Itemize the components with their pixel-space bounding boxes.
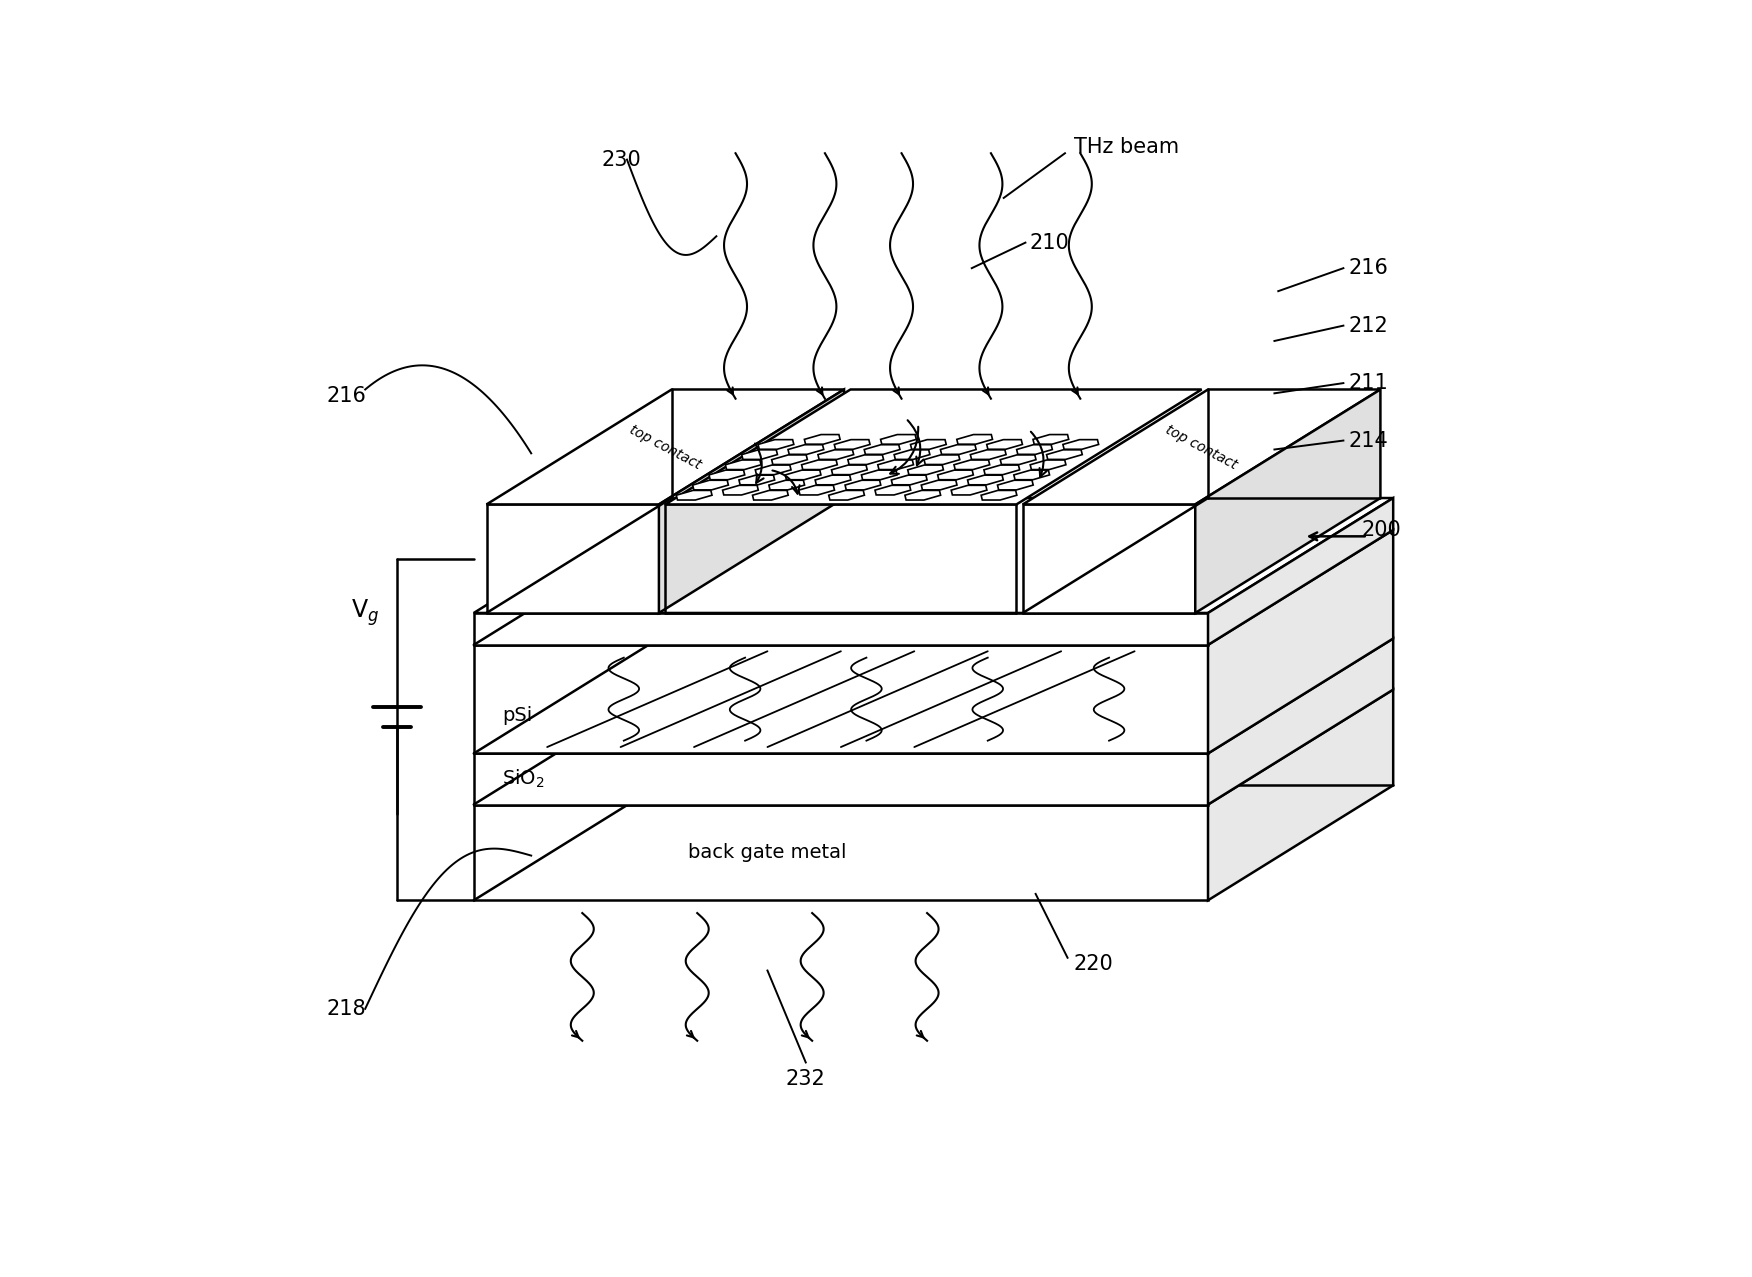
Polygon shape [771, 455, 808, 465]
Polygon shape [894, 450, 930, 460]
Polygon shape [666, 389, 1202, 504]
Polygon shape [788, 444, 823, 455]
Polygon shape [755, 465, 790, 475]
Polygon shape [844, 480, 881, 490]
Polygon shape [818, 450, 853, 460]
Polygon shape [923, 455, 960, 465]
Polygon shape [922, 480, 957, 490]
Polygon shape [473, 638, 1393, 753]
Text: 214: 214 [1349, 430, 1388, 451]
Polygon shape [1209, 638, 1393, 805]
Polygon shape [848, 455, 883, 465]
Polygon shape [473, 690, 1393, 805]
Polygon shape [769, 480, 804, 490]
Polygon shape [473, 645, 1209, 753]
Polygon shape [1063, 439, 1099, 450]
Text: back gate metal: back gate metal [689, 843, 846, 862]
Polygon shape [1034, 434, 1069, 444]
Polygon shape [1209, 530, 1393, 753]
Polygon shape [739, 475, 774, 485]
Polygon shape [878, 460, 913, 470]
Text: 212: 212 [1349, 315, 1388, 336]
Polygon shape [971, 450, 1006, 460]
Polygon shape [487, 389, 844, 504]
Text: 220: 220 [1074, 954, 1114, 974]
Polygon shape [981, 490, 1016, 501]
Polygon shape [802, 460, 837, 470]
Polygon shape [1209, 690, 1393, 900]
Polygon shape [741, 450, 778, 460]
Polygon shape [473, 613, 1209, 645]
Polygon shape [937, 470, 974, 480]
Text: 200: 200 [1361, 520, 1402, 540]
Polygon shape [908, 465, 943, 475]
Polygon shape [892, 475, 927, 485]
Polygon shape [659, 389, 844, 613]
Polygon shape [487, 504, 659, 613]
Polygon shape [864, 444, 901, 455]
Polygon shape [957, 434, 992, 444]
Polygon shape [1016, 444, 1053, 455]
Polygon shape [1209, 498, 1393, 645]
Polygon shape [997, 480, 1034, 490]
Polygon shape [753, 490, 788, 501]
Text: 210: 210 [1028, 232, 1069, 253]
Polygon shape [1023, 504, 1195, 613]
Polygon shape [986, 439, 1023, 450]
Polygon shape [722, 485, 759, 495]
Polygon shape [832, 465, 867, 475]
Polygon shape [473, 498, 1393, 613]
Polygon shape [676, 490, 711, 501]
Text: 216: 216 [328, 386, 366, 406]
Polygon shape [759, 439, 794, 450]
Polygon shape [710, 470, 745, 480]
Polygon shape [941, 444, 976, 455]
Text: SiO$_2$: SiO$_2$ [501, 767, 545, 790]
Text: 218: 218 [328, 999, 366, 1019]
Text: 216: 216 [1349, 258, 1388, 278]
Polygon shape [874, 485, 911, 495]
Polygon shape [1000, 455, 1035, 465]
Text: top contact: top contact [627, 423, 704, 471]
Text: V$_g$: V$_g$ [350, 596, 380, 627]
Polygon shape [1030, 460, 1065, 470]
Polygon shape [951, 485, 986, 495]
Text: pSi: pSi [501, 706, 533, 725]
Text: 211: 211 [1349, 373, 1388, 393]
Polygon shape [815, 475, 851, 485]
Polygon shape [967, 475, 1004, 485]
Polygon shape [785, 470, 822, 480]
Polygon shape [692, 480, 729, 490]
Polygon shape [1046, 450, 1083, 460]
Polygon shape [834, 439, 871, 450]
Text: 230: 230 [601, 149, 641, 170]
Polygon shape [473, 753, 1209, 805]
Polygon shape [829, 490, 864, 501]
Polygon shape [985, 465, 1020, 475]
Text: 232: 232 [787, 1069, 825, 1089]
Polygon shape [799, 485, 834, 495]
Polygon shape [725, 460, 760, 470]
Polygon shape [473, 805, 1209, 900]
Polygon shape [1014, 470, 1049, 480]
Polygon shape [1195, 389, 1381, 613]
Polygon shape [862, 470, 897, 480]
Polygon shape [881, 434, 916, 444]
Polygon shape [911, 439, 946, 450]
Polygon shape [473, 530, 1393, 645]
Polygon shape [906, 490, 941, 501]
Text: THz beam: THz beam [1074, 137, 1179, 157]
Text: top contact: top contact [1163, 423, 1240, 471]
Polygon shape [804, 434, 841, 444]
Polygon shape [955, 460, 990, 470]
Polygon shape [1023, 389, 1381, 504]
